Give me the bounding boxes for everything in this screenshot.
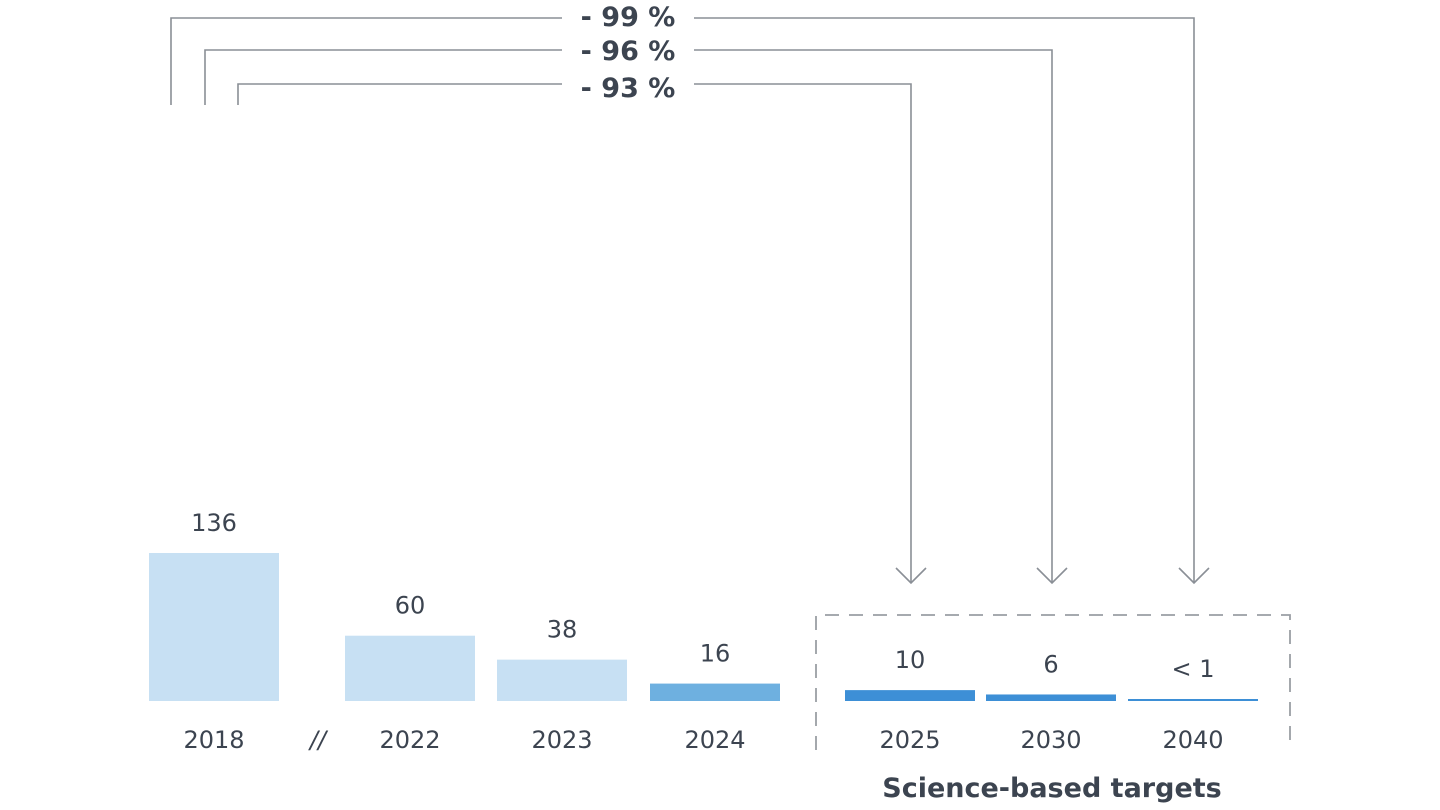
category-label-2030: 2030 <box>1020 726 1081 754</box>
bar-2040 <box>1128 699 1258 701</box>
category-label-2023: 2023 <box>531 726 592 754</box>
connector-99-right <box>694 17 1195 582</box>
reduction-label-96: - 96 % <box>581 36 676 67</box>
axis-break-marker: // <box>308 726 329 754</box>
bar-2025 <box>845 690 975 701</box>
connector-96 <box>204 49 562 105</box>
value-label-2040: < 1 <box>1171 655 1214 683</box>
bar-2023 <box>497 659 627 701</box>
bars-group <box>149 553 1258 701</box>
reduction-label-99: - 99 % <box>581 2 676 33</box>
value-labels-group: 136 60 38 16 10 6 < 1 <box>191 509 1214 683</box>
connector-93 <box>237 83 562 105</box>
value-label-2024: 16 <box>700 640 731 668</box>
bar-2022 <box>345 635 475 701</box>
bar-2024 <box>650 683 780 701</box>
bar-2018 <box>149 553 279 701</box>
arrow-down-icon <box>895 567 927 585</box>
value-label-2023: 38 <box>547 616 578 644</box>
targets-caption: Science-based targets <box>882 773 1221 804</box>
category-label-2024: 2024 <box>684 726 745 754</box>
value-label-2022: 60 <box>395 592 426 620</box>
category-label-2040: 2040 <box>1162 726 1223 754</box>
arrow-down-icon <box>1036 567 1068 585</box>
connector-96-right <box>694 49 1053 582</box>
arrow-down-icon <box>1178 567 1210 585</box>
bar-2030 <box>986 694 1116 701</box>
reduction-label-93: - 93 % <box>581 73 676 104</box>
year-labels-group: 2018 2022 2023 2024 2025 2030 2040 <box>183 726 1223 754</box>
value-label-2030: 6 <box>1043 650 1058 678</box>
category-label-2018: 2018 <box>183 726 244 754</box>
value-label-2025: 10 <box>895 646 926 674</box>
reduction-connectors <box>170 17 1210 585</box>
connector-93-right <box>694 83 912 582</box>
targets-frame <box>815 614 1291 750</box>
connector-99 <box>170 17 562 105</box>
value-label-2018: 136 <box>191 509 237 537</box>
category-label-2022: 2022 <box>379 726 440 754</box>
category-label-2025: 2025 <box>879 726 940 754</box>
